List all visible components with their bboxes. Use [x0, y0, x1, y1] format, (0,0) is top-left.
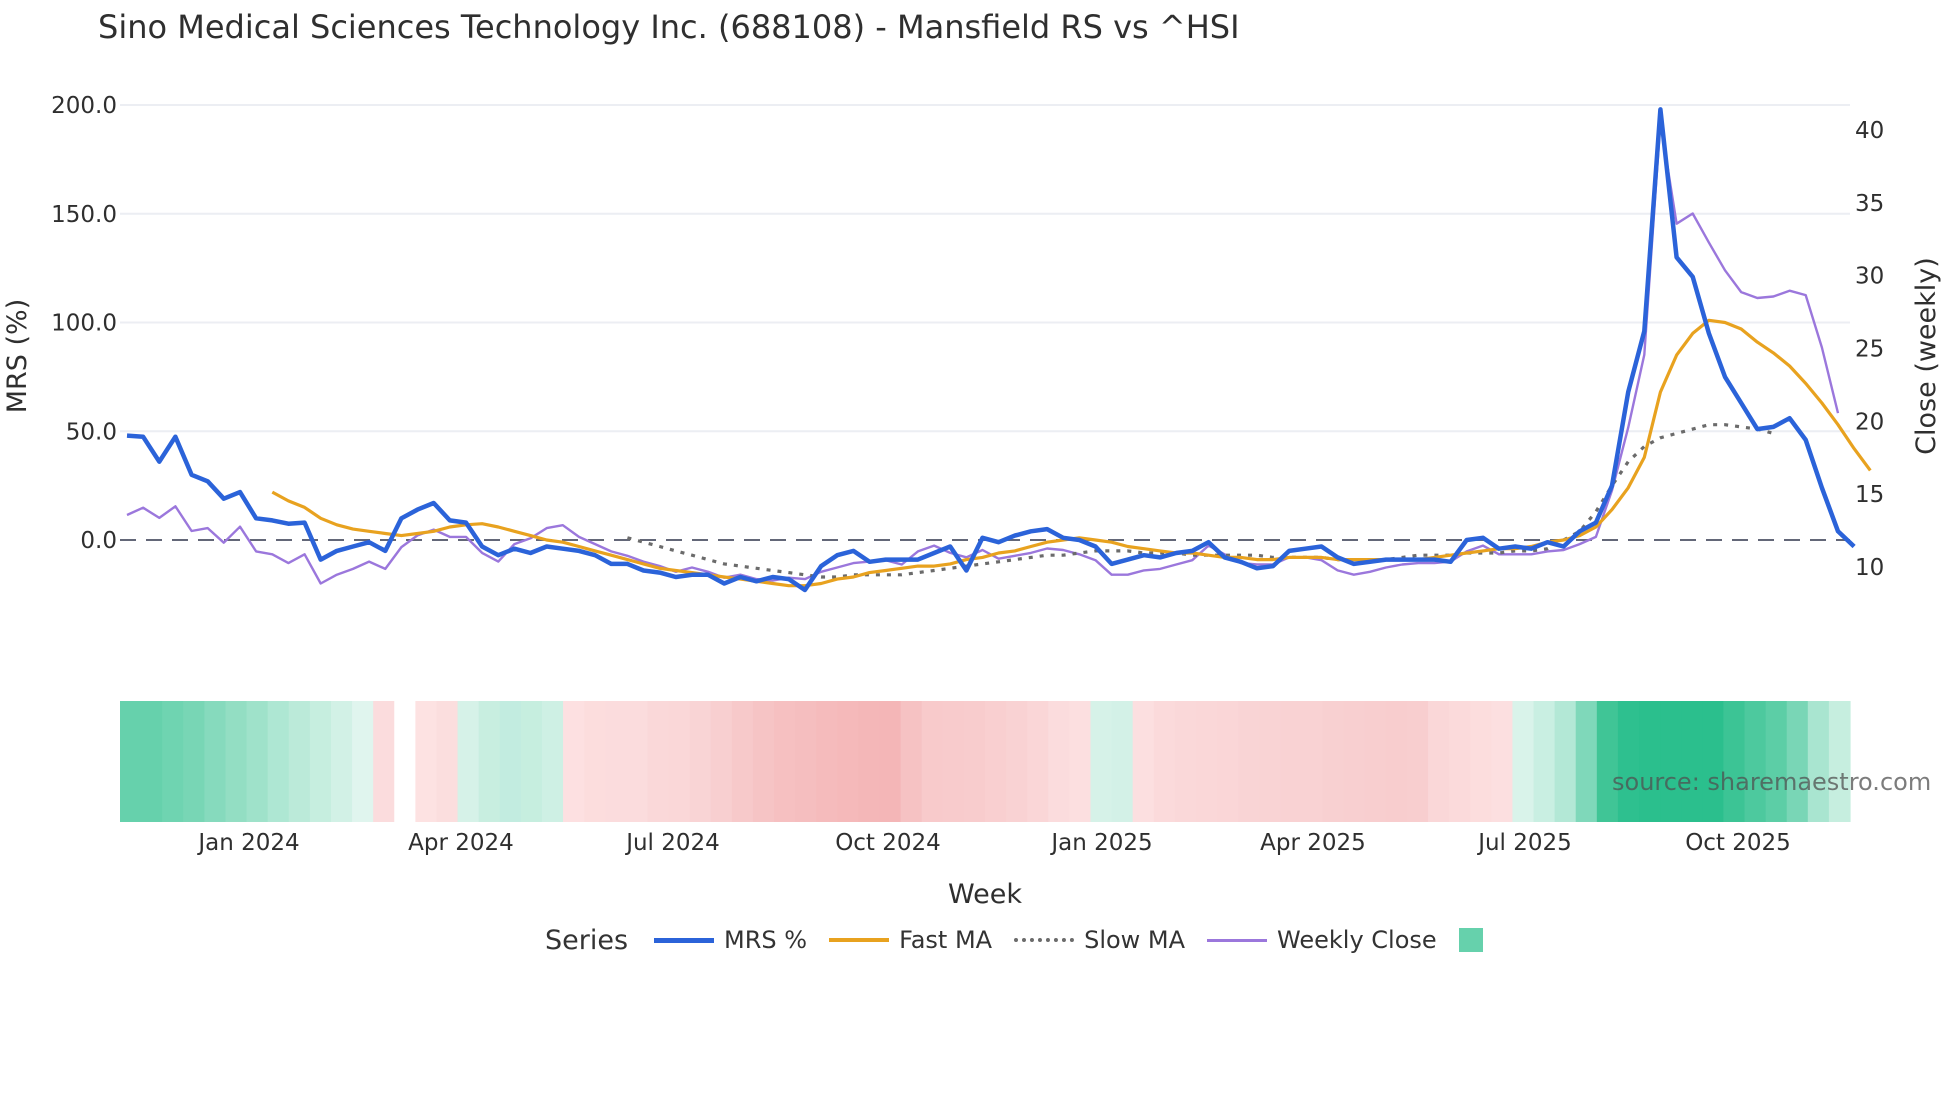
heatmap-swatch-icon[interactable] [1458, 928, 1483, 952]
chart-title: Sino Medical Sciences Technology Inc. (6… [98, 8, 1240, 46]
y-tick-label: 50.0 [66, 419, 117, 445]
x-tick-label: Jan 2024 [196, 830, 299, 856]
y2-tick-label: 25 [1855, 337, 1884, 363]
y-tick-label: 100.0 [51, 311, 117, 337]
solid-line-icon [1207, 938, 1268, 942]
x-axis-ticks: Jan 2024 Apr 2024 Jul 2024 Oct 2024 Jan 2025… [196, 830, 1790, 856]
x-tick-label: Jan 2025 [1049, 830, 1152, 856]
legend-title: Series [545, 924, 629, 956]
y2-tick-label: 15 [1855, 482, 1884, 508]
legend-item-weekly-close[interactable]: Weekly Close [1207, 926, 1437, 954]
y-tick-label: 150.0 [51, 202, 117, 228]
y-tick-label: 0.0 [80, 528, 117, 554]
legend-label: Weekly Close [1277, 926, 1437, 954]
source-watermark: source: sharemaestro.com [1612, 768, 1932, 796]
y2-tick-label: 10 [1855, 555, 1884, 581]
x-tick-label: Jul 2024 [624, 830, 720, 856]
legend-item-mrs[interactable]: MRS % [654, 926, 807, 954]
y2-tick-label: 35 [1855, 191, 1884, 217]
legend-label: Slow MA [1084, 926, 1186, 954]
gridlines [120, 104, 1850, 433]
x-tick-label: Oct 2025 [1685, 830, 1791, 856]
y-axis-ticks: 200.0 150.0 100.0 50.0 0.0 [51, 93, 117, 554]
weekly-close-line[interactable] [126, 120, 1840, 585]
y-tick-label: 200.0 [51, 93, 117, 119]
y2-axis-ticks: 40 35 30 25 20 15 10 [1855, 118, 1884, 581]
x-tick-label: Jul 2025 [1476, 830, 1572, 856]
y2-tick-label: 30 [1855, 264, 1884, 290]
y2-tick-label: 20 [1855, 409, 1884, 435]
legend: Series MRS % Fast MA Slow MA Weekly Clos… [545, 918, 1483, 962]
legend-label: Fast MA [899, 926, 993, 954]
series-layer [126, 107, 1872, 593]
x-tick-label: Apr 2025 [1260, 830, 1366, 856]
legend-item-slow-ma[interactable]: Slow MA [1014, 926, 1185, 954]
y-axis-title: MRS (%) [2, 299, 33, 414]
y2-tick-label: 40 [1855, 118, 1884, 144]
legend-item-fast-ma[interactable]: Fast MA [829, 926, 992, 954]
legend-label: MRS % [724, 926, 808, 954]
regime-heatmap [120, 701, 1851, 822]
x-axis-title: Week [948, 879, 1022, 910]
dotted-line-icon [1014, 938, 1075, 942]
solid-line-icon [654, 937, 715, 943]
solid-line-icon [829, 938, 890, 942]
y2-axis-title: Close (weekly) [1911, 257, 1942, 455]
mrs-line[interactable] [126, 107, 1856, 593]
x-tick-label: Oct 2024 [835, 830, 941, 856]
x-tick-label: Apr 2024 [408, 830, 514, 856]
